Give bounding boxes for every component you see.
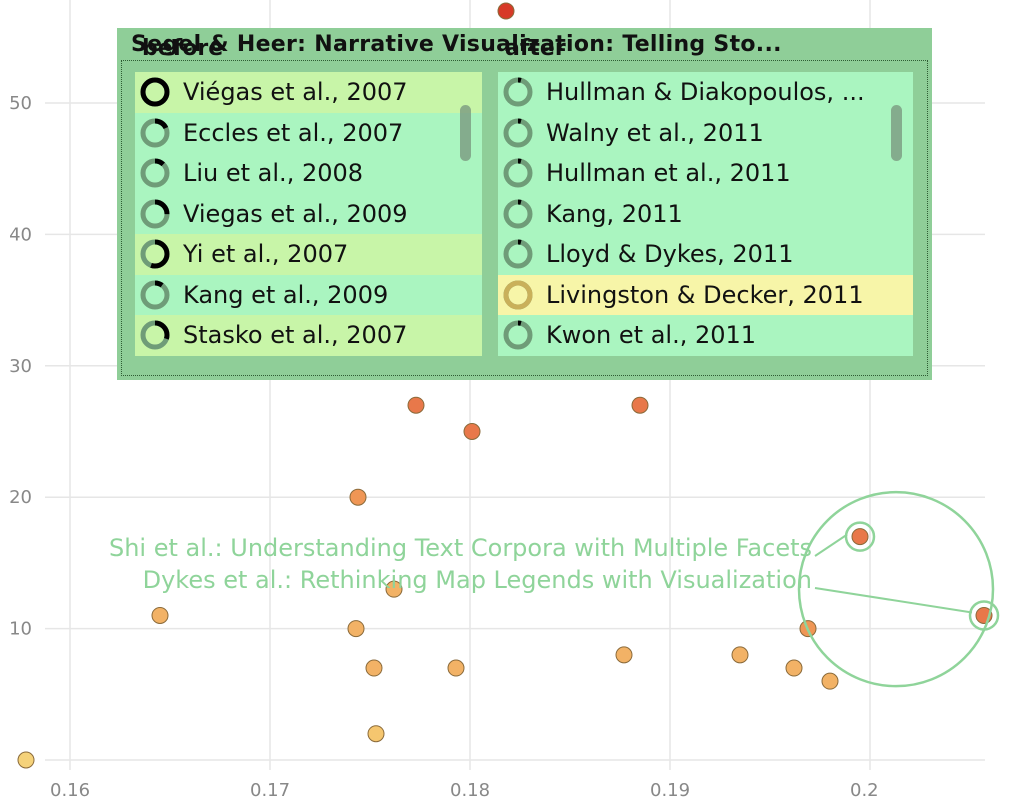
- y-tick-label: 20: [9, 487, 32, 508]
- y-tick-label: 10: [9, 619, 32, 640]
- annotation-label: Shi et al.: Understanding Text Corpora w…: [109, 534, 812, 562]
- progress-ring-icon: [140, 320, 170, 350]
- list-item[interactable]: Livingston & Decker, 2011: [498, 274, 913, 315]
- progress-ring-icon: [503, 118, 533, 148]
- lens-circle: [797, 490, 995, 688]
- annotation-marker: [844, 521, 876, 552]
- data-point: [731, 646, 749, 664]
- x-tick-label: 0.16: [50, 780, 90, 801]
- data-point: [785, 659, 803, 677]
- data-point: [631, 396, 649, 414]
- list-item[interactable]: Stasko et al., 2007: [135, 315, 482, 356]
- list-item[interactable]: Eccles et al., 2007: [135, 112, 482, 153]
- list-item-label: Lloyd & Dykes, 2011: [546, 240, 794, 269]
- y-tick-label: 30: [9, 356, 32, 377]
- list-item-label: Yi et al., 2007: [183, 240, 349, 269]
- data-point: [497, 2, 515, 20]
- data-point: [821, 672, 839, 690]
- list-item[interactable]: Kang, 2011: [498, 193, 913, 234]
- list-item[interactable]: Kang et al., 2009: [135, 274, 482, 315]
- before-list[interactable]: Viégas et al., 2007 Eccles et al., 2007 Li…: [135, 72, 482, 376]
- annotation-label: Dykes et al.: Rethinking Map Legends wit…: [143, 566, 812, 594]
- progress-ring-icon: [140, 280, 170, 310]
- list-item-label: Viegas et al., 2009: [183, 199, 408, 228]
- after-list[interactable]: Hullman & Diakopoulos, ... Walny et al., …: [498, 72, 913, 376]
- after-column-header: after: [505, 36, 566, 61]
- list-item-label: Liu et al., 2008: [183, 159, 364, 188]
- x-tick-label: 0.2: [850, 780, 879, 801]
- progress-ring-icon: [503, 199, 533, 229]
- list-item-label: Hullman et al., 2011: [546, 159, 791, 188]
- progress-ring-icon: [140, 118, 170, 148]
- panel-inner-frame: [121, 60, 928, 376]
- data-point: [367, 725, 385, 743]
- list-item[interactable]: Liu et al., 2008: [135, 153, 482, 194]
- progress-ring-icon: [503, 239, 533, 269]
- x-tick-label: 0.18: [450, 780, 490, 801]
- list-item[interactable]: Lloyd & Dykes, 2011: [498, 234, 913, 275]
- lens-overlay[interactable]: Shi et al.: Understanding Text Corpora w…: [109, 490, 1000, 688]
- x-tick-label: 0.17: [250, 780, 290, 801]
- list-item-label: Stasko et al., 2007: [183, 321, 408, 350]
- x-tick-label: 0.19: [650, 780, 690, 801]
- progress-ring-icon: [140, 158, 170, 188]
- progress-ring-icon: [140, 77, 170, 107]
- list-item[interactable]: Walny et al., 2011: [498, 112, 913, 153]
- list-item-label: Hullman & Diakopoulos, ...: [546, 78, 865, 107]
- panel-title: Segel & Heer: Narrative Visualization: T…: [131, 32, 782, 57]
- data-point: [851, 528, 869, 546]
- progress-ring-icon: [140, 199, 170, 229]
- annotation-marker: [968, 600, 1000, 631]
- progress-ring-icon: [503, 320, 533, 350]
- data-point: [151, 606, 169, 624]
- progress-ring-icon: [503, 158, 533, 188]
- data-point: [385, 580, 403, 598]
- list-item[interactable]: Kwon et al., 2011: [498, 315, 913, 356]
- y-tick-label: 50: [9, 93, 32, 114]
- axis-ticks: 0.160.170.180.190.201020304050: [9, 93, 879, 801]
- list-item-label: Walny et al., 2011: [546, 118, 764, 147]
- list-item[interactable]: Viegas et al., 2009: [135, 193, 482, 234]
- data-point: [615, 646, 633, 664]
- progress-ring-icon: [140, 239, 170, 269]
- list-item-label: Livingston & Decker, 2011: [546, 280, 864, 309]
- list-item[interactable]: Hullman et al., 2011: [498, 153, 913, 194]
- list-item[interactable]: Hullman & Diakopoulos, ...: [498, 72, 913, 113]
- after-list-scrollbar[interactable]: [891, 105, 902, 161]
- list-item-label: Kang, 2011: [546, 199, 683, 228]
- data-point: [17, 751, 35, 769]
- progress-ring-icon: [503, 280, 533, 310]
- data-point: [407, 396, 425, 414]
- list-item[interactable]: Viégas et al., 2007: [135, 72, 482, 113]
- list-item-label: Eccles et al., 2007: [183, 118, 404, 147]
- before-column-header: before: [142, 36, 224, 61]
- before-list-scrollbar[interactable]: [460, 105, 471, 161]
- list-item-label: Kang et al., 2009: [183, 280, 389, 309]
- annotation-leader: [814, 587, 973, 614]
- data-point: [349, 488, 367, 506]
- data-point: [347, 620, 365, 638]
- list-item[interactable]: Yi et al., 2007: [135, 234, 482, 275]
- annotation-leader: [814, 533, 848, 557]
- list-item-label: Viégas et al., 2007: [183, 78, 408, 107]
- progress-ring-icon: [503, 77, 533, 107]
- list-item-label: Kwon et al., 2011: [546, 321, 757, 350]
- data-point: [463, 422, 481, 440]
- y-tick-label: 40: [9, 224, 32, 245]
- data-point: [447, 659, 465, 677]
- data-point: [365, 659, 383, 677]
